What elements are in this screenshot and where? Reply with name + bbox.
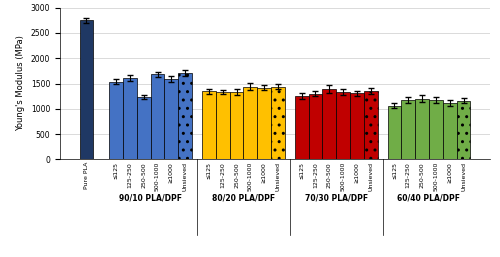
Y-axis label: Young's Modulus (MPa): Young's Modulus (MPa) xyxy=(16,35,25,132)
Bar xyxy=(109,81,123,159)
Bar xyxy=(216,92,230,159)
Bar xyxy=(271,87,285,159)
Bar xyxy=(336,92,350,159)
Text: 60/40 PLA/DPF: 60/40 PLA/DPF xyxy=(398,194,460,203)
Bar xyxy=(230,91,243,159)
Text: 70/30 PLA/DPF: 70/30 PLA/DPF xyxy=(304,194,368,203)
Bar xyxy=(244,87,257,159)
Bar xyxy=(350,93,364,159)
Bar xyxy=(402,100,415,159)
Bar xyxy=(137,97,150,159)
Bar xyxy=(80,20,94,159)
Bar xyxy=(164,79,178,159)
Bar xyxy=(308,94,322,159)
Bar xyxy=(429,100,443,159)
Text: 90/10 PLA/DPF: 90/10 PLA/DPF xyxy=(119,194,182,203)
Bar xyxy=(150,75,164,159)
Bar xyxy=(443,103,456,159)
Text: 80/20 PLA/DPF: 80/20 PLA/DPF xyxy=(212,194,275,203)
Bar xyxy=(178,74,192,159)
Bar xyxy=(388,106,402,159)
Bar xyxy=(364,91,378,159)
Bar xyxy=(294,96,308,159)
Bar xyxy=(123,78,137,159)
Bar xyxy=(322,89,336,159)
Bar xyxy=(202,91,216,159)
Bar xyxy=(456,101,470,159)
Bar xyxy=(257,88,271,159)
Bar xyxy=(415,99,429,159)
